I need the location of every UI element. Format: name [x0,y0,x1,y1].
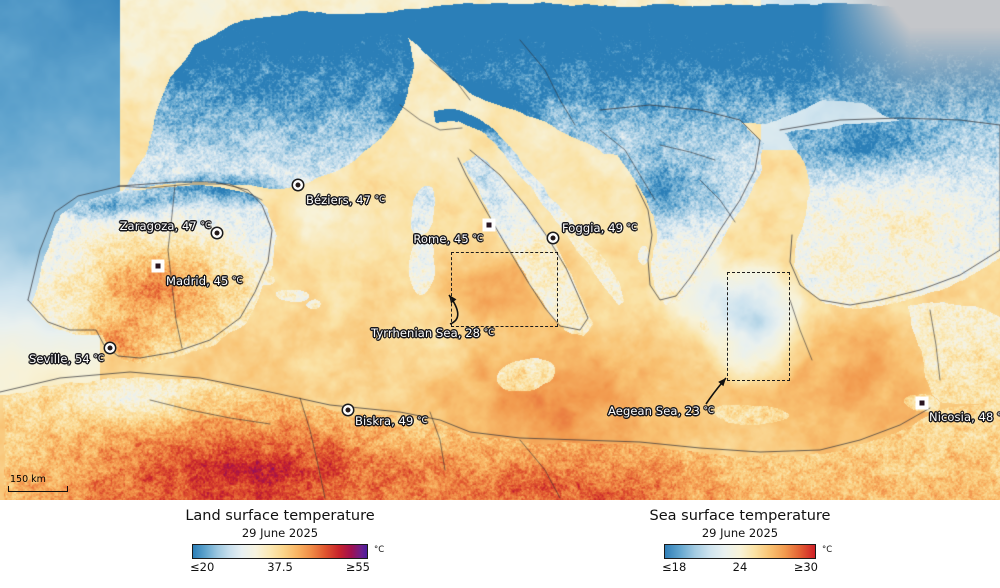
degree-unit: °C [200,221,211,231]
legend-land-ticks: ≤20 37.5 ≥55 [190,560,370,574]
marker-biskra[interactable] [341,403,355,417]
legend-sea-min: ≤18 [662,560,687,574]
marker-madrid[interactable] [151,259,165,273]
legend-land-mid: 37.5 [267,560,293,574]
degree-unit: °C [997,412,1000,422]
degree-unit: °C [374,195,386,205]
legend-land-surface-temperature: Land surface temperature 29 June 2025 ≤2… [140,508,420,574]
scale-bar-line [8,486,68,492]
label-beziers: Béziers, 47 °C [306,193,386,207]
legend-sea-subtitle: 29 June 2025 [701,526,779,540]
arrow-head-tyrrhenian-sea [449,295,457,304]
label-aegean-sea: Aegean Sea, 23 °C [608,404,715,418]
scale-bar: 150 km [8,474,68,492]
legend-sea-barwrap: ≤18 24 ≥30 °C [662,544,832,574]
marker-beziers[interactable] [291,178,305,192]
label-tyrrhenian-sea: Tyrrhenian Sea, 28 °C [371,326,495,340]
legend-sea-ticks: ≤18 24 ≥30 [662,560,818,574]
degree-unit: °C [483,328,495,338]
map-annotation-layer [448,294,727,405]
aoi-box-aegean-sea [727,272,790,381]
marker-foggia[interactable] [546,231,560,245]
legend-sea-title: Sea surface temperature [649,508,831,524]
legend-land-barwrap: ≤20 37.5 ≥55 °C [190,544,384,574]
marker-seville[interactable] [103,341,117,355]
arrow-head-aegean-sea [718,378,726,387]
label-foggia: Foggia, 49 °C [562,221,638,235]
legend-sea-max: ≥30 [793,560,818,574]
map-raster [0,0,1000,500]
legend-sea-colorbar [664,544,816,559]
legend-sea-mid: 24 [732,560,748,574]
label-seville: Seville, 54 °C [28,352,104,366]
legend-land-min: ≤20 [190,560,215,574]
degree-unit: °C [703,406,715,416]
label-madrid: Madrid, 45 °C [166,274,243,288]
label-rome: Rome, 45 °C [413,232,483,246]
legend-sea-units: °C [822,545,833,555]
degree-unit: °C [626,223,638,233]
legend-land-max: ≥55 [345,560,370,574]
legend-sea-surface-temperature: Sea surface temperature 29 June 2025 ≤18… [600,508,880,574]
aoi-box-tyrrhenian-sea [451,252,558,327]
temperature-map: Béziers, 47 °C Zaragoza, 47 °C Madrid, 45 … [0,0,1000,500]
degree-unit: °C [472,234,483,244]
label-biskra: Biskra, 49 °C [355,414,428,428]
legend-land-title: Land surface temperature [185,508,375,524]
label-nicosia: Nicosia, 48 °C [929,410,1000,424]
scale-bar-label: 150 km [10,474,46,485]
degree-unit: °C [93,354,104,364]
degree-unit: °C [232,276,243,286]
legend-land-colorbar [192,544,368,559]
marker-rome[interactable] [482,218,496,232]
legend-land-units: °C [374,545,385,555]
degree-unit: °C [417,416,428,426]
label-zaragoza: Zaragoza, 47 °C [119,219,211,233]
marker-zaragoza[interactable] [210,226,224,240]
legend-land-subtitle: 29 June 2025 [241,526,319,540]
marker-nicosia[interactable] [915,396,929,410]
